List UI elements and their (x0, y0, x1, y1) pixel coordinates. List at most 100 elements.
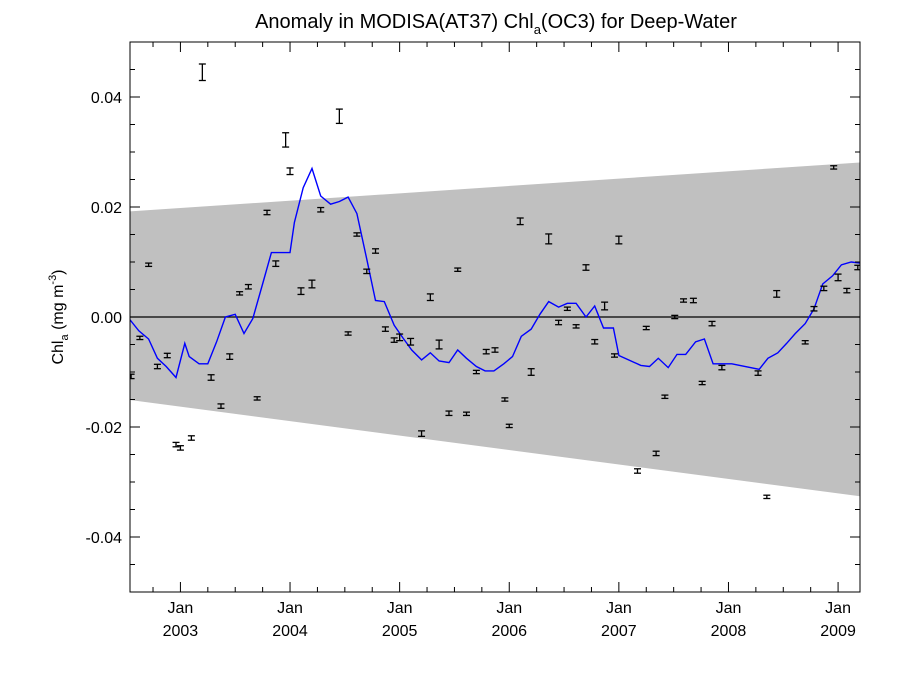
y-tick-label: -0.04 (86, 530, 123, 547)
error-bar (834, 273, 842, 282)
error-bar (153, 363, 161, 370)
error-bar (491, 347, 499, 353)
error-bar (335, 108, 343, 125)
error-bar (601, 301, 609, 311)
error-bar (418, 430, 426, 438)
y-tick-label: 0.02 (91, 200, 122, 217)
x-tick-label-year: 2007 (601, 623, 637, 640)
y-tick-label: 0.04 (91, 90, 122, 107)
title-prefix: Anomaly in MODISA(AT37) Chl (255, 11, 534, 33)
ylabel-mid: (mg m (50, 285, 67, 335)
x-tick-label-year: 2006 (491, 623, 527, 640)
error-bar (286, 167, 294, 176)
x-tick-label-year: 2003 (163, 623, 199, 640)
error-bar (163, 352, 171, 359)
error-bar (482, 348, 490, 355)
error-bar (396, 333, 404, 342)
chart-title: Anomaly in MODISA(AT37) Chla(OC3) for De… (255, 11, 737, 37)
error-bar (642, 325, 650, 331)
error-bar (555, 319, 563, 326)
error-bar (344, 331, 352, 336)
error-bar (763, 494, 771, 500)
error-bar (820, 285, 828, 292)
error-bar (652, 450, 660, 457)
smoothed-anomaly-line (130, 166, 860, 379)
error-bar (661, 394, 669, 400)
y-tick-label: 0.00 (91, 310, 122, 327)
error-bar (718, 364, 726, 371)
x-tick-label-month: Jan (277, 600, 303, 617)
y-axis-label: Chla (mg m-3) (47, 269, 71, 364)
error-bar (671, 314, 679, 320)
x-tick-label-year: 2008 (711, 623, 747, 640)
uncertainty-band (130, 162, 860, 497)
error-bar (198, 63, 206, 82)
ylabel-superscript: -3 (47, 275, 59, 285)
x-tick-label-month: Jan (606, 600, 632, 617)
error-bar (505, 423, 513, 429)
error-bar (773, 289, 781, 298)
error-bar (317, 206, 325, 213)
error-bar (527, 368, 535, 376)
error-bar (130, 373, 135, 380)
error-bar (572, 324, 580, 329)
error-bar (830, 165, 838, 170)
error-bar (582, 264, 590, 271)
ylabel-subscript: a (59, 334, 71, 341)
x-tick-label-month: Jan (825, 600, 851, 617)
error-bar (407, 337, 415, 346)
error-bar (680, 298, 688, 303)
error-bar (381, 326, 389, 332)
error-bar (754, 370, 762, 376)
error-bar (253, 396, 261, 401)
error-bar (501, 397, 509, 402)
error-bar (445, 410, 453, 417)
error-bar (172, 441, 180, 448)
error-bar (698, 380, 706, 386)
error-bar (801, 339, 809, 345)
error-bar (272, 260, 280, 268)
error-bar (810, 305, 818, 312)
x-tick-label-year: 2005 (382, 623, 418, 640)
error-bar (282, 132, 290, 148)
error-bar (207, 374, 215, 381)
error-bar (854, 264, 860, 271)
plot-area (130, 63, 860, 500)
x-tick-label-year: 2009 (820, 623, 856, 640)
x-tick-label-year: 2004 (272, 623, 308, 640)
x-tick-label-month: Jan (168, 600, 194, 617)
error-bar (145, 262, 153, 268)
error-bar (136, 335, 144, 341)
error-bar (244, 283, 252, 290)
error-bar (610, 353, 618, 358)
y-tick-label: -0.02 (86, 420, 123, 437)
error-bar (591, 338, 599, 345)
error-bar (236, 291, 244, 296)
error-bar (176, 445, 184, 451)
error-bar (363, 268, 371, 275)
x-tick-label-month: Jan (716, 600, 742, 617)
error-bar (390, 337, 398, 343)
error-bar (516, 217, 524, 226)
error-bar (633, 468, 641, 474)
error-bar (689, 297, 697, 304)
error-bar (545, 233, 553, 245)
error-bar (563, 306, 571, 312)
title-subscript: a (534, 22, 542, 37)
error-bar (708, 320, 716, 327)
x-tick-label-month: Jan (387, 600, 413, 617)
error-bar (472, 369, 480, 375)
x-tick-label-month: Jan (496, 600, 522, 617)
error-bar (353, 232, 361, 237)
title-suffix: (OC3) for Deep-Water (541, 11, 737, 33)
error-bar (615, 235, 623, 245)
error-bar (308, 279, 316, 289)
ylabel-suffix: ) (50, 269, 67, 274)
error-bar (297, 287, 305, 296)
error-bar (187, 435, 195, 441)
error-bar (372, 248, 380, 254)
error-bar (426, 293, 434, 302)
error-bar (463, 411, 471, 417)
